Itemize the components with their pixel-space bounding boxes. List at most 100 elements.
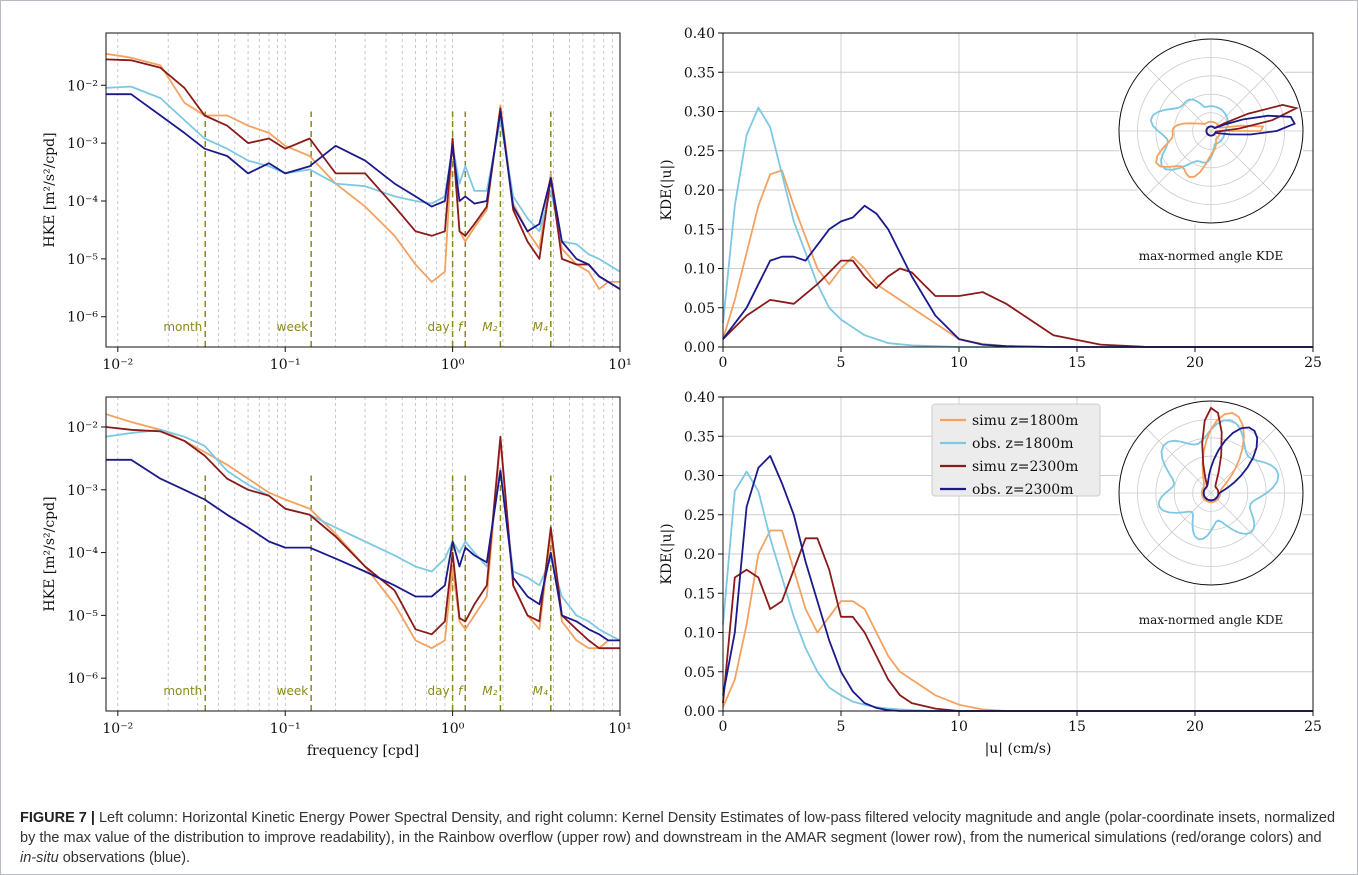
y-axis-label: KDE(|u|) [659,159,675,220]
polar-spoke [1210,130,1277,197]
polar-series [1200,412,1245,504]
freq-marker-label: month [163,684,202,698]
x-tick-label: 20 [1186,719,1204,735]
series-line [105,52,620,290]
x-tick-label: 25 [1304,719,1322,735]
y-tick-label: 0.30 [684,469,715,485]
legend-label: simu z=2300m [972,459,1078,475]
y-tick-label: 0.00 [684,704,715,720]
x-tick-label: 15 [1068,719,1086,735]
series-line [105,58,621,290]
series-line [106,93,621,290]
inset-label: max-normed angle KDE [1139,613,1283,627]
x-tick-label: 0 [719,719,728,735]
kde-panel-bottom-right: 0 5 10 15 20 25 0.00 0.05 0.10 0.15 0.20 0.25 0.30 0.… [659,390,1322,757]
x-tick-label: 10⁻¹ [270,721,301,737]
legend-label: obs. z=1800m [972,436,1074,452]
x-tick-label: 10⁰ [441,721,465,737]
polar-inset [1117,399,1305,587]
y-tick-label: 10⁻³ [67,483,98,499]
legend-box [931,403,1101,497]
polar-spoke [1210,427,1277,494]
y-tick-label: 0.20 [684,547,715,563]
polar-spoke [1145,427,1212,494]
y-tick-label: 0.10 [684,626,715,642]
figure-label: FIGURE 7 | [20,810,95,826]
series-line [105,85,621,273]
y-tick-label: 0.40 [684,390,715,406]
y-tick-label: 0.15 [684,586,715,602]
y-tick-label: 0.30 [684,105,715,121]
x-tick-label: 5 [837,719,846,735]
freq-marker-label: month [163,320,202,334]
polar-series [1205,114,1296,137]
polar-spoke [1145,130,1212,197]
freq-marker-label: day [428,320,450,334]
y-tick-label: 10⁻⁵ [67,608,98,624]
y-tick-label: 10⁻⁶ [67,310,98,326]
freq-marker-label: week [277,320,309,334]
x-tick-label: 10⁰ [441,357,465,373]
series-line [105,413,620,650]
polar-frame [1118,400,1304,586]
freq-marker-label: day [428,684,450,698]
x-tick-label: 10⁻¹ [270,357,301,373]
freq-marker-label: M₂ [482,320,497,334]
freq-marker-label: f [458,320,464,334]
series-line [105,428,621,642]
y-tick-label: 10⁻² [67,78,98,94]
y-tick-label: 0.35 [684,65,715,81]
caption-text-1: Left column: Horizontal Kinetic Energy P… [20,810,1336,846]
y-tick-label: 10⁻⁴ [67,194,98,210]
y-tick-label: 10⁻² [67,420,98,436]
x-axis-label: frequency [cpd] [307,743,419,759]
polar-inset [1117,37,1305,225]
series-line [722,537,1313,712]
plot-frame [105,396,621,712]
y-tick-label: 0.35 [684,429,715,445]
figure-caption: FIGURE 7 | Left column: Horizontal Kinet… [20,808,1338,868]
legend-label: simu z=1800m [972,413,1078,429]
freq-marker-label: week [277,684,309,698]
freq-marker-label: f [458,684,464,698]
freq-marker-label: M₂ [482,684,497,698]
kde-panel-top-right: 0 5 10 15 20 25 0.00 0.05 0.10 0.15 0.20 0.25 0.30 0.… [659,26,1322,371]
y-tick-label: 0.00 [684,340,715,356]
x-axis-label: |u| (cm/s) [985,741,1052,757]
series-line [722,529,1313,712]
legend: simu z=1800m obs. z=1800m simu z=2300m obs.… [931,403,1101,498]
inset-label: max-normed angle KDE [1139,249,1283,263]
x-tick-label: 20 [1186,355,1204,371]
polar-series [1155,120,1265,179]
series-line [105,426,620,650]
y-tick-label: 0.25 [684,144,715,160]
freq-marker-label: M₄ [533,320,548,334]
plot-frame [105,32,621,348]
x-tick-label: 10¹ [608,357,631,373]
y-tick-label: 0.10 [684,262,715,278]
legend-label: obs. z=2300m [972,482,1074,498]
y-tick-label: 10⁻⁴ [67,546,98,562]
y-tick-label: 10⁻³ [67,136,98,152]
y-tick-label: 0.15 [684,222,715,238]
hke-panel-top-left: month week day f M₂ M₄ 10⁻² 10⁻¹ 10⁰ 10¹ 10⁻⁶ 10⁻⁵ 1… [42,32,632,373]
polar-spoke [1210,492,1277,559]
hke-panel-bottom-left: month week day f M₂ M₄ 10⁻² 10⁻¹ 10⁰ 10¹ 10⁻⁶ 10⁻⁵ 1… [42,396,632,759]
caption-italic: in-situ [20,850,59,866]
polar-spoke [1145,492,1212,559]
x-tick-label: 10 [950,355,968,371]
y-axis-label: KDE(|u|) [659,523,675,584]
polar-series [1202,426,1259,502]
y-axis-label: HKE [m²/s²/cpd] [42,132,58,247]
y-tick-label: 0.20 [684,183,715,199]
y-tick-label: 10⁻⁵ [67,252,98,268]
y-tick-label: 0.05 [684,665,715,681]
series-line [722,204,1313,348]
series-line [106,458,620,642]
x-tick-label: 0 [719,355,728,371]
y-axis-label: HKE [m²/s²/cpd] [42,496,58,611]
x-tick-label: 10¹ [608,721,631,737]
polar-spoke [1210,65,1277,132]
polar-spoke [1145,65,1212,132]
